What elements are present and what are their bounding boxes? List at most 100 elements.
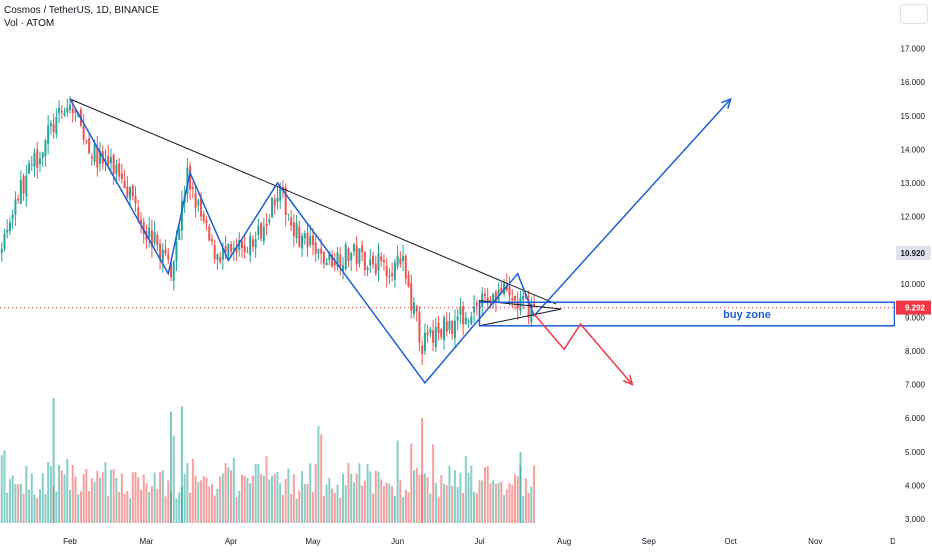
volume-bar bbox=[214, 495, 216, 523]
volume-bar bbox=[448, 466, 450, 523]
candle-body bbox=[241, 241, 243, 248]
candle-body bbox=[533, 304, 535, 306]
volume-bar bbox=[402, 497, 404, 523]
volume-bar bbox=[159, 472, 161, 523]
candle-body bbox=[132, 185, 134, 196]
volume-bar bbox=[468, 473, 470, 523]
volume-bar bbox=[533, 465, 535, 523]
candle-body bbox=[192, 187, 194, 189]
volume-bar bbox=[399, 480, 401, 523]
candle-body bbox=[12, 215, 14, 219]
time-tick-label: Mar bbox=[140, 537, 154, 546]
candle-body bbox=[383, 260, 385, 262]
candle-body bbox=[519, 298, 521, 311]
volume-bar bbox=[47, 462, 49, 523]
volume-bar bbox=[3, 451, 5, 523]
volume-bar bbox=[64, 474, 66, 523]
candle-body bbox=[334, 263, 336, 265]
volume-bar bbox=[443, 484, 445, 523]
volume-bar bbox=[58, 465, 60, 523]
volume-bar bbox=[440, 475, 442, 523]
volume-bar bbox=[489, 483, 491, 523]
time-tick-label: Aug bbox=[557, 537, 571, 546]
descending-trendline[interactable] bbox=[70, 99, 556, 304]
candle-body bbox=[451, 321, 453, 334]
volume-bar bbox=[282, 495, 284, 523]
volume-bar bbox=[408, 493, 410, 523]
volume-bar bbox=[222, 474, 224, 523]
candle-body bbox=[83, 126, 85, 140]
candle-body bbox=[304, 233, 306, 238]
pattern-path[interactable] bbox=[70, 99, 731, 383]
candle-body bbox=[386, 266, 388, 276]
volume-bar bbox=[337, 484, 339, 523]
volume-bar bbox=[522, 496, 524, 523]
candle-body bbox=[148, 227, 150, 237]
time-axis[interactable]: FebMarAprMayJunJulAugSepOctNovDec bbox=[0, 532, 895, 550]
candle-body bbox=[375, 264, 377, 274]
volume-bar bbox=[334, 493, 336, 523]
candle-body bbox=[211, 239, 213, 241]
volume-bar bbox=[350, 474, 352, 523]
volume-bar bbox=[451, 486, 453, 523]
volume-bar bbox=[6, 493, 8, 523]
volume-bar bbox=[23, 494, 25, 523]
time-ticks: FebMarAprMayJunJulAugSepOctNovDec bbox=[63, 537, 895, 546]
volume-bar bbox=[271, 476, 273, 523]
candle-body bbox=[162, 250, 164, 261]
volume-bar bbox=[274, 474, 276, 523]
volume-bar bbox=[230, 470, 232, 523]
volume-bar bbox=[506, 489, 508, 523]
time-tick-label: Nov bbox=[808, 537, 822, 546]
annotations[interactable]: buy zone bbox=[70, 99, 894, 385]
volume-bar bbox=[279, 483, 281, 523]
candle-body bbox=[268, 219, 270, 222]
volume-bar bbox=[511, 485, 513, 523]
volume-bar bbox=[42, 473, 44, 523]
volume-bar bbox=[211, 484, 213, 523]
candle-body bbox=[25, 176, 27, 197]
chart-svg[interactable]: buy zone bbox=[0, 0, 895, 532]
volume-bar bbox=[1, 455, 3, 523]
candle-body bbox=[72, 108, 74, 113]
candle-body bbox=[522, 296, 524, 300]
bearish-path[interactable] bbox=[534, 314, 632, 385]
volume-bar bbox=[50, 466, 52, 523]
volume-spike bbox=[170, 411, 172, 523]
chart-area[interactable]: buy zone Cosmos / TetherUS, 1D, BINANCE … bbox=[0, 0, 895, 532]
candle-body bbox=[309, 236, 311, 245]
time-tick-label: Feb bbox=[63, 537, 77, 546]
volume-bar bbox=[173, 436, 175, 523]
volume-bar bbox=[113, 469, 115, 523]
candle-body bbox=[358, 248, 360, 263]
volume-bar bbox=[293, 474, 295, 523]
volume-bar bbox=[72, 465, 74, 523]
volume-bar bbox=[465, 456, 467, 523]
volume-bar bbox=[391, 486, 393, 523]
volume-bar bbox=[358, 463, 360, 523]
price-tick-label: 4.000 bbox=[905, 481, 926, 490]
time-tick-label: May bbox=[305, 537, 320, 546]
volume-bar bbox=[28, 490, 30, 523]
candle-body bbox=[9, 223, 11, 232]
volume-bar bbox=[151, 486, 153, 523]
volume-bar bbox=[462, 493, 464, 523]
candle-body bbox=[369, 259, 371, 265]
candle-body bbox=[85, 140, 87, 141]
volume-bar bbox=[276, 472, 278, 523]
volume-bar bbox=[517, 476, 519, 523]
volume-bar bbox=[225, 463, 227, 523]
volume-bar bbox=[312, 492, 314, 523]
candle-body bbox=[107, 156, 109, 165]
volume-bar bbox=[14, 484, 16, 523]
candle-body bbox=[6, 230, 8, 232]
price-tick-label: 7.000 bbox=[905, 381, 926, 390]
volume-bar bbox=[36, 498, 38, 523]
candle-body bbox=[287, 214, 289, 215]
candle-body bbox=[214, 245, 216, 259]
candle-body bbox=[53, 124, 55, 132]
price-axis-svg: 3.0004.0005.0006.0007.0008.0009.00010.00… bbox=[895, 0, 932, 532]
candle-body bbox=[20, 180, 22, 203]
volume-bar bbox=[386, 483, 388, 523]
